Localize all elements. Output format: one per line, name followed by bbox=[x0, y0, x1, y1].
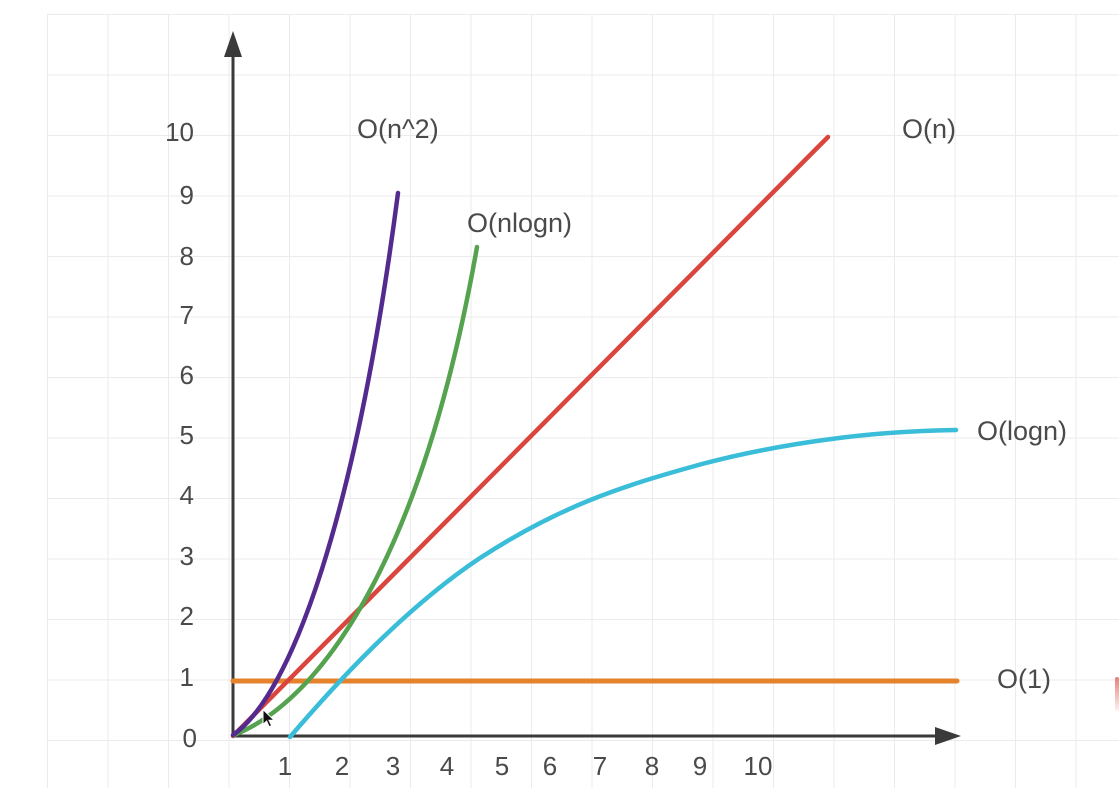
label-o-n: O(n) bbox=[902, 114, 956, 144]
y-tick-8: 8 bbox=[179, 241, 194, 271]
x-tick-4: 4 bbox=[439, 751, 455, 781]
x-tick-10: 10 bbox=[743, 751, 773, 781]
curve-o-nlogn bbox=[231, 244, 480, 738]
y-tick-0: 0 bbox=[182, 723, 197, 753]
label-o-logn: O(logn) bbox=[977, 416, 1068, 446]
x-tick-3: 3 bbox=[385, 751, 401, 781]
curve-o-n bbox=[230, 134, 831, 739]
y-tick-2: 2 bbox=[179, 601, 194, 631]
grid-paper-background bbox=[47, 14, 1119, 788]
x-tick-2: 2 bbox=[334, 751, 350, 781]
x-axis-arrowhead-icon bbox=[935, 727, 961, 745]
y-tick-3: 3 bbox=[179, 541, 194, 571]
label-o-n2: O(n^2) bbox=[357, 114, 439, 144]
curve-o-logn bbox=[287, 427, 959, 740]
x-tick-1: 1 bbox=[277, 751, 293, 781]
x-tick-9: 9 bbox=[692, 751, 708, 781]
y-tick-4: 4 bbox=[179, 480, 194, 510]
y-axis-arrowhead-icon bbox=[224, 31, 242, 57]
clipped-red-stroke bbox=[1115, 677, 1119, 711]
x-tick-5: 5 bbox=[494, 751, 510, 781]
y-tick-10: 10 bbox=[165, 117, 194, 147]
y-tick-7: 7 bbox=[179, 300, 194, 330]
x-tick-7: 7 bbox=[592, 751, 608, 781]
y-tick-9: 9 bbox=[179, 180, 194, 210]
label-o-1: O(1) bbox=[997, 664, 1051, 694]
y-tick-5: 5 bbox=[179, 420, 194, 450]
y-tick-1: 1 bbox=[179, 662, 194, 692]
x-tick-6: 6 bbox=[542, 751, 558, 781]
curve-o-n2 bbox=[230, 190, 401, 738]
mouse-pointer-icon bbox=[262, 709, 276, 728]
label-o-nlogn: O(nlogn) bbox=[467, 208, 573, 238]
y-tick-6: 6 bbox=[179, 360, 194, 390]
x-tick-8: 8 bbox=[644, 751, 660, 781]
